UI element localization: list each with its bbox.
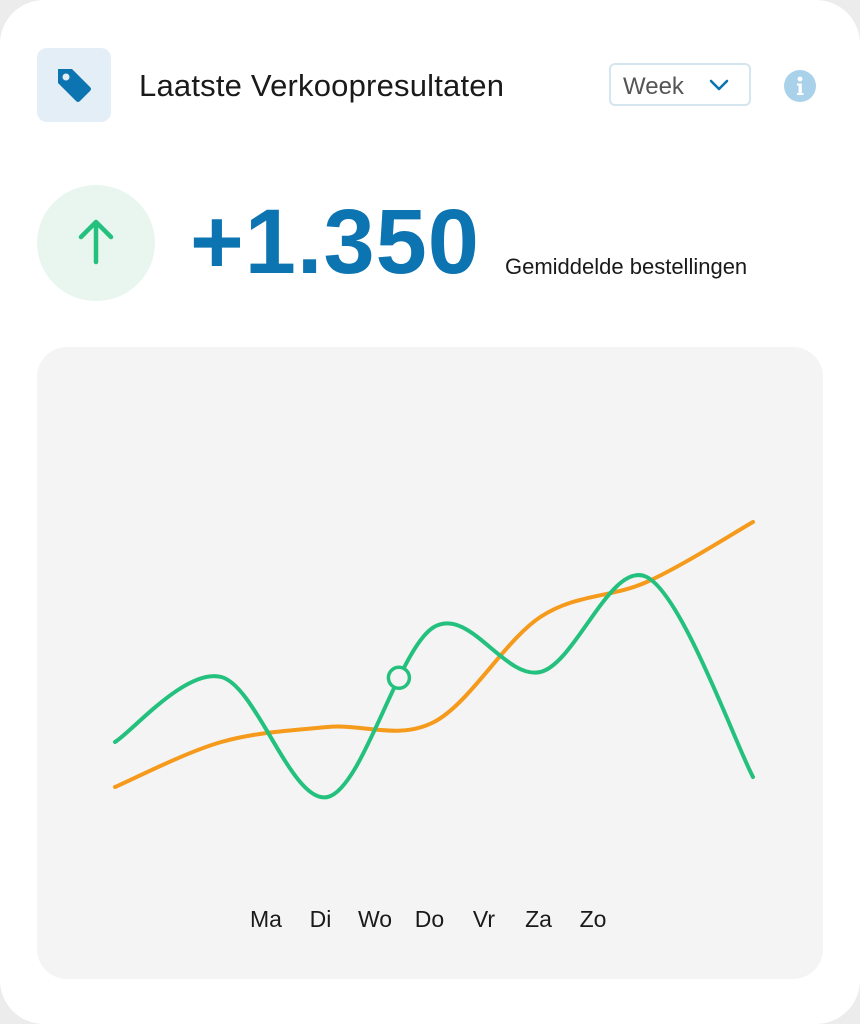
card-title: Laatste Verkoopresultaten — [139, 68, 505, 103]
metric-value: +1.350 — [190, 191, 480, 293]
x-tick-label: Za — [525, 906, 552, 932]
series-line-orange — [113, 520, 755, 789]
tag-icon — [37, 48, 111, 122]
x-tick-label: Vr — [473, 906, 495, 932]
highlight-point[interactable] — [386, 665, 412, 691]
arrow-up-icon — [76, 216, 116, 271]
chevron-down-icon — [709, 78, 729, 97]
line-chart: Ma Di Wo Do Vr Za Zo — [113, 520, 755, 932]
period-select[interactable]: Week — [609, 63, 751, 106]
x-tick-label: Do — [415, 906, 444, 932]
x-tick-label: Di — [310, 906, 332, 932]
chart-panel: Ma Di Wo Do Vr Za Zo — [37, 347, 823, 979]
info-icon[interactable] — [784, 70, 816, 102]
period-select-value: Week — [623, 73, 684, 100]
x-tick-label: Ma — [250, 906, 282, 932]
x-tick-label: Wo — [358, 906, 392, 932]
trend-up-badge — [37, 185, 155, 301]
metric-label: Gemiddelde bestellingen — [505, 254, 748, 279]
series-line-green — [113, 573, 755, 800]
x-tick-label: Zo — [580, 906, 607, 932]
